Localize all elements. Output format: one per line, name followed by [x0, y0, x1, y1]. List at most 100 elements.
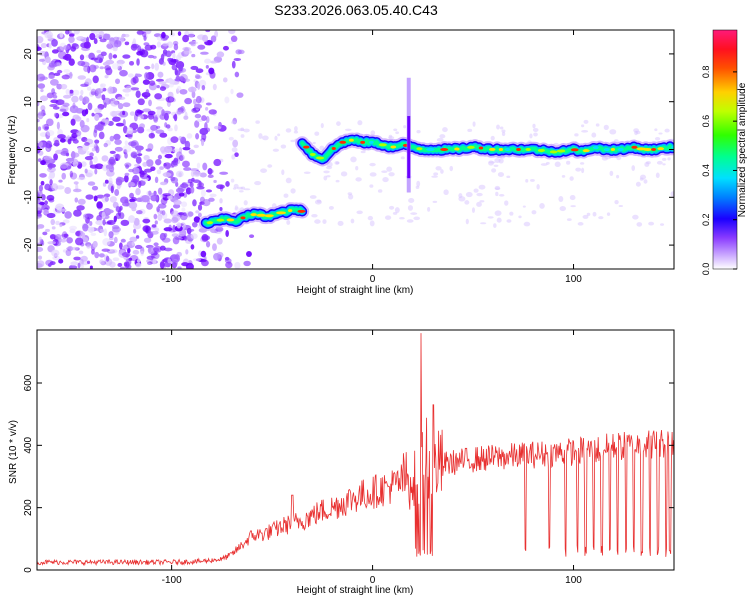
noise-blob	[140, 194, 150, 203]
noise-blob	[104, 221, 112, 225]
noise-blob	[46, 212, 56, 219]
noise-blob	[157, 187, 163, 195]
noise-blob	[194, 74, 201, 79]
noise-blob	[94, 139, 100, 144]
faint-blob	[255, 120, 260, 124]
faint-blob	[523, 221, 531, 227]
noise-blob	[70, 118, 76, 126]
colorbar-tick-label: 0.6	[701, 115, 711, 128]
noise-blob	[155, 159, 162, 166]
snr-y-tick-label: 600	[23, 374, 34, 391]
track-peak	[671, 145, 674, 149]
faint-blob	[285, 177, 292, 184]
noise-blob	[170, 136, 179, 143]
snr-axes: -100 0 100 0 200 400 600	[23, 330, 674, 586]
noise-blob	[56, 46, 65, 53]
faint-blob	[518, 215, 522, 219]
noise-blob	[199, 97, 205, 103]
faint-blob	[325, 166, 333, 170]
noise-blob	[183, 167, 192, 171]
noise-blob	[191, 221, 198, 228]
noise-blob	[131, 43, 140, 49]
noise-blob	[145, 159, 154, 167]
noise-blob	[159, 232, 166, 241]
noise-blob	[163, 247, 173, 252]
faint-blob	[392, 212, 398, 215]
track-peak	[525, 148, 531, 151]
faint-blob	[293, 130, 299, 134]
noise-blob	[96, 194, 105, 199]
noise-blob	[114, 139, 122, 145]
noise-blob	[56, 121, 60, 130]
noise-blob	[167, 258, 172, 264]
noise-blob	[144, 72, 149, 80]
snr-x-tick-label: 100	[565, 575, 582, 586]
noise-blob	[201, 235, 211, 241]
noise-blob	[193, 98, 197, 105]
noise-blob	[48, 74, 55, 80]
faint-blob	[595, 123, 600, 127]
noise-blob	[179, 229, 187, 237]
noise-blob	[154, 93, 163, 100]
faint-blob	[498, 193, 505, 197]
faint-blob	[480, 222, 487, 225]
faint-blob	[286, 220, 291, 225]
noise-blob	[208, 67, 215, 75]
noise-blob	[233, 57, 242, 61]
noise-blob	[101, 196, 109, 203]
faint-blob	[340, 171, 348, 177]
noise-blob	[85, 108, 89, 115]
noise-blob	[46, 118, 54, 127]
noise-blob	[77, 176, 86, 181]
noise-blob	[131, 241, 135, 246]
noise-blob	[78, 95, 84, 101]
noise-blob	[196, 118, 203, 122]
faint-blob	[260, 168, 268, 173]
noise-blob	[128, 215, 136, 223]
noise-blob	[83, 41, 91, 49]
noise-blob	[171, 216, 179, 224]
noise-blob	[132, 175, 140, 183]
faint-blob	[491, 168, 497, 173]
faint-blob	[488, 160, 494, 166]
noise-blob	[77, 198, 86, 205]
track-peak	[454, 147, 460, 151]
noise-blob	[168, 77, 173, 84]
noise-blob	[125, 201, 130, 207]
noise-blob	[124, 84, 132, 89]
noise-blob	[103, 228, 108, 237]
noise-blob	[172, 236, 180, 245]
noise-blob	[57, 240, 62, 247]
noise-blob	[90, 232, 97, 236]
noise-blob	[50, 218, 56, 226]
noise-blob	[97, 53, 104, 61]
noise-blob	[105, 67, 113, 76]
faint-blob	[328, 205, 334, 210]
noise-blob	[75, 107, 84, 114]
faint-blob	[234, 205, 238, 211]
track-peak	[516, 148, 521, 151]
faint-blob	[290, 188, 296, 194]
track-peak	[440, 148, 449, 151]
noise-blob	[91, 147, 96, 152]
noise-blob	[91, 248, 95, 255]
noise-blob	[124, 152, 128, 159]
noise-blob	[184, 97, 193, 105]
noise-blob	[181, 201, 188, 208]
faint-blob	[670, 191, 674, 197]
noise-blob	[96, 214, 102, 222]
noise-blob	[87, 102, 93, 111]
noise-blob	[179, 155, 184, 161]
noise-blob	[80, 83, 89, 88]
spectrogram-y-tick-label: 10	[23, 96, 34, 108]
faint-blob	[648, 221, 655, 226]
noise-blob	[154, 62, 160, 71]
noise-blob	[135, 90, 141, 99]
noise-blob	[147, 143, 154, 151]
noise-blob	[104, 196, 109, 202]
noise-blob	[86, 150, 90, 156]
faint-blob	[254, 180, 262, 186]
track-peak	[570, 148, 579, 152]
noise-blob	[154, 176, 159, 183]
faint-blob	[506, 175, 511, 179]
